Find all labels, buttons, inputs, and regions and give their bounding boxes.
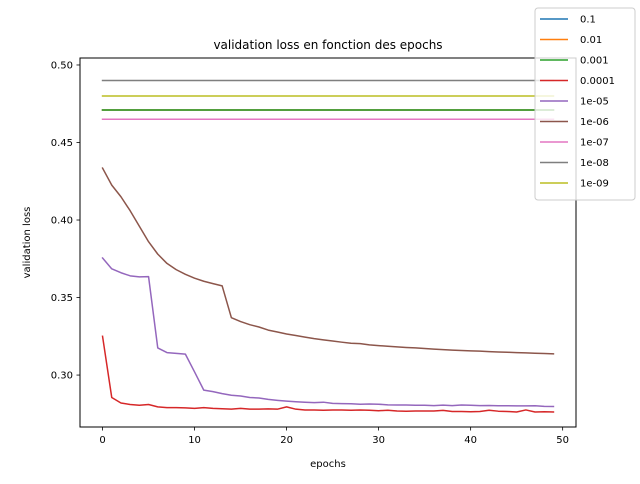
legend-label-4: 1e-05 xyxy=(580,97,609,108)
series-line-5 xyxy=(101,167,555,355)
x-axis-label: epochs xyxy=(310,459,346,470)
y-axis-ticks: 0.30 0.35 0.40 0.45 0.50 xyxy=(51,60,80,382)
x-axis-ticks: 0 10 20 30 40 50 xyxy=(99,427,569,446)
series-line-3 xyxy=(101,335,555,413)
x-tick-label: 30 xyxy=(372,435,385,446)
legend-label-8: 1e-09 xyxy=(580,179,609,190)
y-tick-label: 0.40 xyxy=(51,216,73,227)
legend-label-2: 0.001 xyxy=(580,56,609,67)
chart-title: validation loss en fonction des epochs xyxy=(213,38,442,52)
legend-label-1: 0.01 xyxy=(580,35,602,46)
y-tick-label: 0.35 xyxy=(51,293,73,304)
legend-box xyxy=(534,7,636,201)
x-tick-label: 10 xyxy=(188,435,201,446)
legend-label-6: 1e-07 xyxy=(580,138,609,149)
legend-label-0: 0.1 xyxy=(580,15,596,26)
legend-label-7: 1e-08 xyxy=(580,158,609,169)
legend-label-3: 0.0001 xyxy=(580,76,615,87)
y-tick-label: 0.45 xyxy=(51,138,73,149)
y-tick-label: 0.30 xyxy=(51,371,73,382)
x-tick-label: 0 xyxy=(99,435,105,446)
x-tick-label: 50 xyxy=(556,435,569,446)
plot-area-frame xyxy=(79,57,577,428)
legend-label-5: 1e-06 xyxy=(580,117,609,128)
series-line-4 xyxy=(101,256,555,408)
x-tick-label: 20 xyxy=(280,435,293,446)
x-tick-label: 40 xyxy=(464,435,477,446)
legend: 0.1 0.01 0.001 0.0001 1e-05 1e-06 1e-07 1e-08 1e… xyxy=(534,7,636,201)
series-lines xyxy=(101,79,555,413)
y-axis-label: validation loss xyxy=(22,207,33,279)
y-tick-label: 0.50 xyxy=(51,60,73,71)
